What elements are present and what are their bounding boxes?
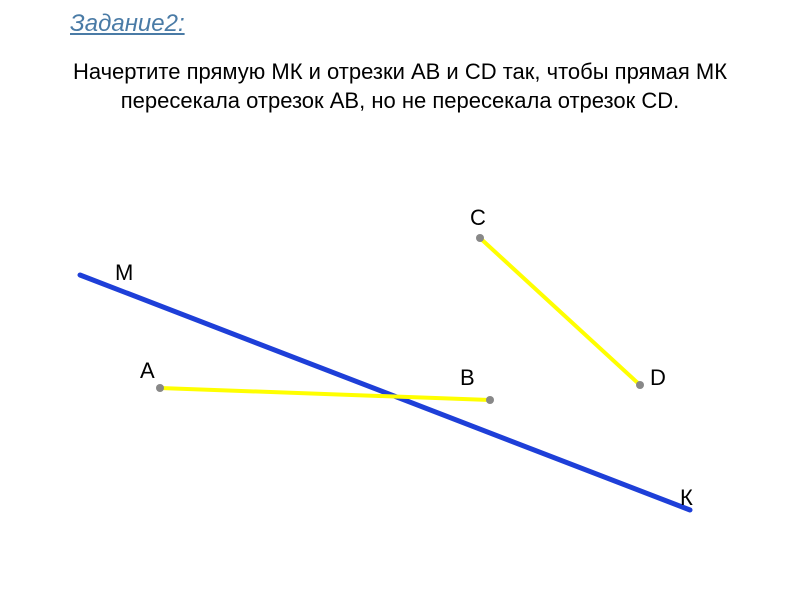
label-c: C [470, 205, 486, 231]
line-mk [80, 275, 690, 510]
point-c-marker [476, 234, 484, 242]
label-a: А [140, 358, 155, 384]
point-d-marker [636, 381, 644, 389]
label-k: К [680, 485, 693, 511]
point-b-marker [486, 396, 494, 404]
label-m: М [115, 260, 133, 286]
label-b: В [460, 365, 475, 391]
label-d: D [650, 365, 666, 391]
point-a-marker [156, 384, 164, 392]
segment-cd [480, 238, 640, 385]
segment-ab [160, 388, 490, 400]
